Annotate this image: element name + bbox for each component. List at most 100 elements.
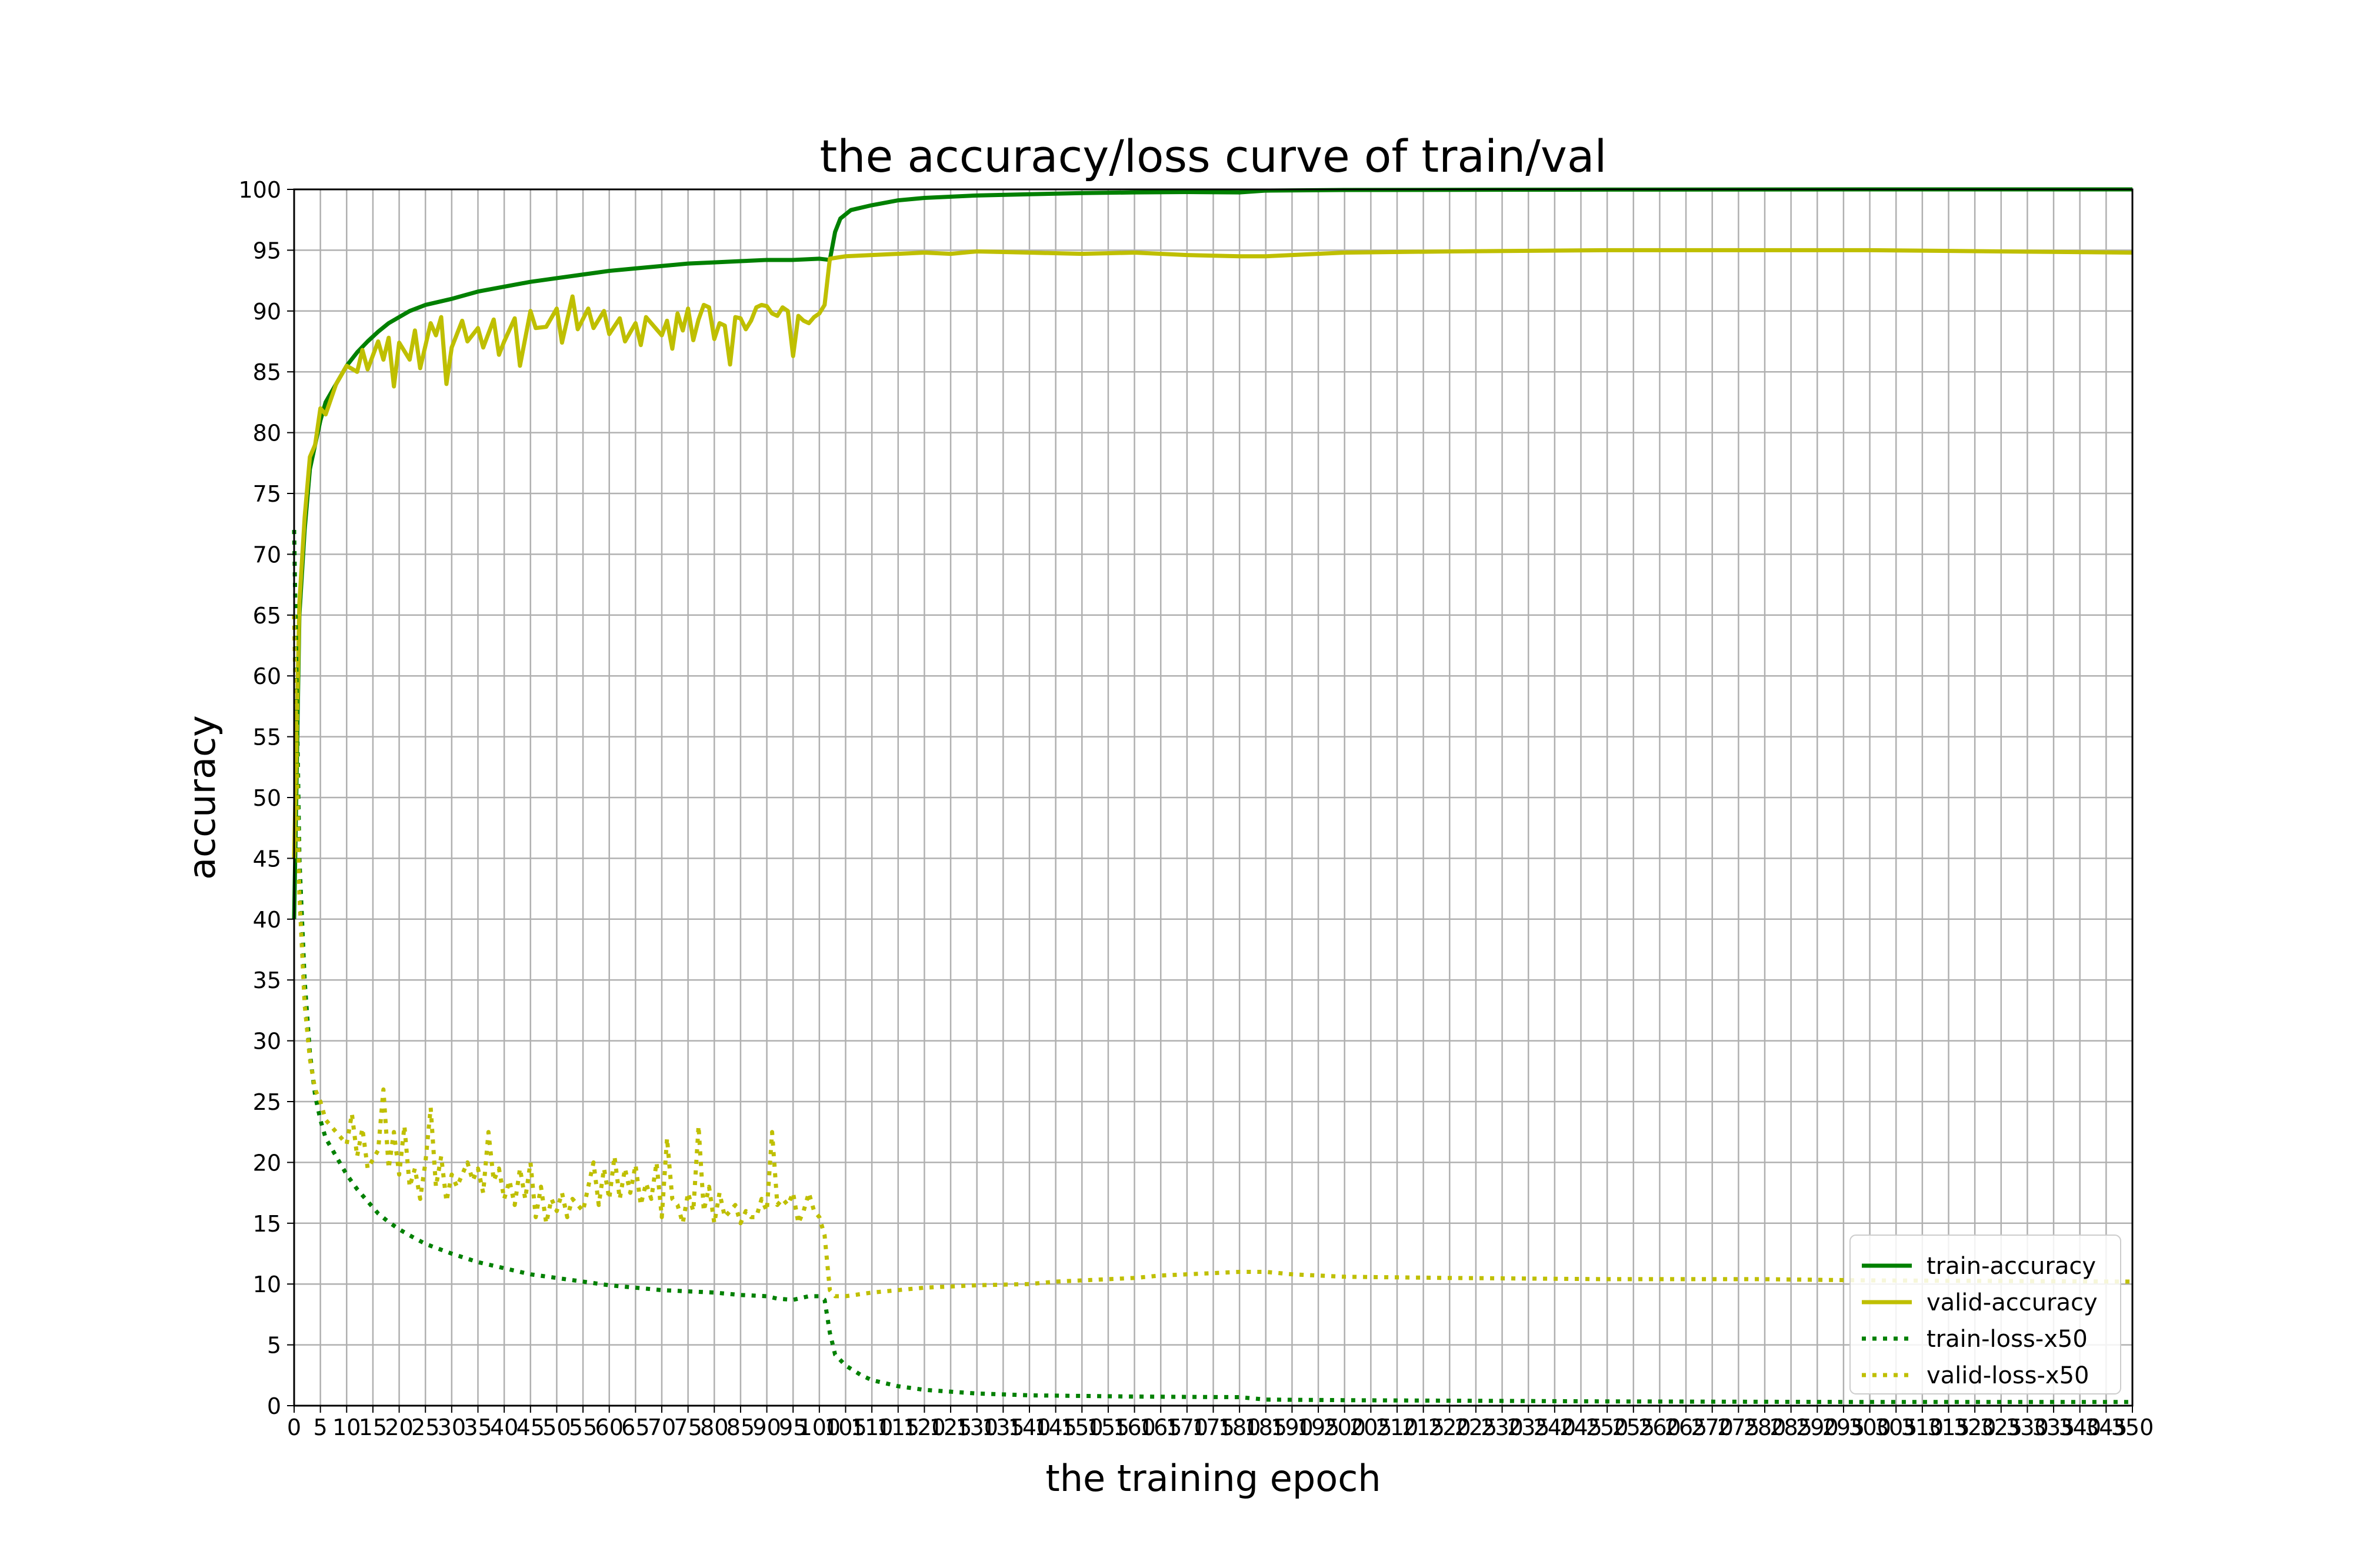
x-tick-label: 215 (1402, 1414, 1445, 1440)
legend-label: train-accuracy (1927, 1253, 2096, 1280)
x-tick-label: 30 (438, 1414, 466, 1440)
x-tick-label: 160 (1113, 1414, 1156, 1440)
x-tick-label: 345 (2085, 1414, 2128, 1440)
x-tick-label: 225 (1455, 1414, 1498, 1440)
x-tick-label: 280 (1744, 1414, 1787, 1440)
x-tick-label: 55 (569, 1414, 597, 1440)
x-tick-label: 100 (798, 1414, 841, 1440)
y-tick-label: 80 (253, 421, 281, 446)
x-tick-label: 155 (1087, 1414, 1130, 1440)
series-line-train-loss-x50 (292, 529, 2132, 1404)
x-tick-label: 230 (1481, 1414, 1524, 1440)
x-tick-label: 180 (1218, 1414, 1261, 1440)
x-tick-label: 135 (982, 1414, 1025, 1440)
legend-label: valid-accuracy (1927, 1289, 2098, 1316)
y-axis-label: accuracy (181, 715, 224, 880)
x-tick-label: 340 (2058, 1414, 2101, 1440)
x-tick-label: 70 (648, 1414, 676, 1440)
y-tick-label: 50 (253, 785, 281, 811)
ticks: 0 5 10152025303540455055606570758085909510… (238, 177, 2154, 1440)
x-tick-label: 330 (2006, 1414, 2049, 1440)
x-tick-label: 0 (287, 1414, 301, 1440)
y-tick-label: 100 (238, 177, 281, 203)
x-tick-label: 210 (1376, 1414, 1419, 1440)
x-tick-label: 50 (542, 1414, 571, 1440)
y-tick-label: 30 (253, 1029, 281, 1055)
x-tick-label: 20 (385, 1414, 413, 1440)
x-tick-label: 235 (1507, 1414, 1550, 1440)
y-tick-label: 85 (253, 359, 281, 385)
x-tick-label: 265 (1665, 1414, 1708, 1440)
x-tick-label: 255 (1612, 1414, 1655, 1440)
x-tick-label: 220 (1428, 1414, 1471, 1440)
x-tick-label: 165 (1139, 1414, 1182, 1440)
x-tick-label: 320 (1954, 1414, 1997, 1440)
x-tick-label: 205 (1349, 1414, 1392, 1440)
x-axis-label: the training epoch (1045, 1457, 1381, 1500)
grid (293, 188, 2134, 1407)
chart-title: the accuracy/loss curve of train/val (819, 130, 1607, 182)
x-tick-label: 5 (314, 1414, 328, 1440)
x-tick-label: 310 (1901, 1414, 1944, 1440)
y-tick-label: 20 (253, 1150, 281, 1176)
x-tick-label: 75 (674, 1414, 702, 1440)
y-tick-label: 65 (253, 603, 281, 629)
y-tick-label: 10 (253, 1272, 281, 1297)
y-tick-label: 40 (253, 907, 281, 933)
y-tick-label: 0 (267, 1393, 281, 1419)
x-tick-label: 105 (824, 1414, 867, 1440)
x-tick-label: 145 (1034, 1414, 1077, 1440)
x-tick-label: 300 (1848, 1414, 1891, 1440)
x-tick-label: 190 (1271, 1414, 1314, 1440)
x-tick-label: 270 (1691, 1414, 1734, 1440)
plot-area (292, 187, 2133, 1404)
x-tick-label: 250 (1586, 1414, 1629, 1440)
y-tick-label: 70 (253, 542, 281, 568)
x-tick-label: 325 (1980, 1414, 2023, 1440)
x-tick-label: 65 (621, 1414, 649, 1440)
x-tick-label: 90 (752, 1414, 781, 1440)
y-tick-label: 95 (253, 238, 281, 263)
y-tick-label: 5 (267, 1333, 281, 1359)
x-tick-label: 60 (595, 1414, 624, 1440)
legend-label: train-loss-x50 (1927, 1326, 2088, 1353)
x-tick-label: 260 (1638, 1414, 1681, 1440)
y-tick-label: 35 (253, 968, 281, 993)
x-tick-label: 285 (1769, 1414, 1812, 1440)
x-tick-label: 170 (1166, 1414, 1209, 1440)
x-tick-label: 95 (779, 1414, 807, 1440)
x-tick-label: 15 (359, 1414, 387, 1440)
y-tick-label: 55 (253, 725, 281, 750)
series-line-valid-accuracy (292, 248, 2133, 859)
x-tick-label: 130 (955, 1414, 998, 1440)
x-tick-label: 240 (1534, 1414, 1577, 1440)
x-tick-label: 315 (1927, 1414, 1970, 1440)
x-tick-label: 335 (2032, 1414, 2075, 1440)
x-tick-label: 290 (1796, 1414, 1839, 1440)
x-tick-label: 185 (1245, 1414, 1288, 1440)
x-tick-label: 195 (1297, 1414, 1340, 1440)
y-tick-label: 45 (253, 846, 281, 872)
x-tick-label: 40 (490, 1414, 518, 1440)
x-tick-label: 10 (332, 1414, 361, 1440)
x-tick-label: 140 (1008, 1414, 1051, 1440)
x-tick-label: 80 (700, 1414, 728, 1440)
y-tick-label: 25 (253, 1089, 281, 1115)
x-tick-label: 125 (929, 1414, 972, 1440)
legend-box (1849, 1235, 2121, 1394)
x-tick-label: 45 (516, 1414, 545, 1440)
y-tick-label: 15 (253, 1211, 281, 1237)
x-tick-label: 85 (726, 1414, 755, 1440)
y-tick-label: 90 (253, 299, 281, 325)
x-tick-label: 275 (1717, 1414, 1760, 1440)
x-tick-label: 35 (464, 1414, 492, 1440)
x-tick-label: 350 (2111, 1414, 2154, 1440)
x-tick-label: 175 (1192, 1414, 1235, 1440)
y-tick-label: 75 (253, 481, 281, 507)
legend-label: valid-loss-x50 (1927, 1362, 2089, 1389)
legend: train-accuracy valid-accuracy train-loss-x… (1849, 1235, 2121, 1394)
x-tick-label: 110 (851, 1414, 894, 1440)
y-tick-label: 60 (253, 663, 281, 689)
